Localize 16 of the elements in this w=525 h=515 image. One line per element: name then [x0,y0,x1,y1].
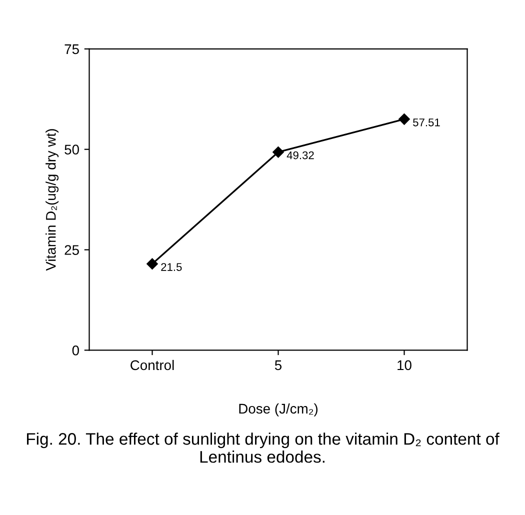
x-tick-label: 5 [274,360,282,370]
point [146,258,158,270]
data-label: 21.5 [161,263,182,271]
point [398,114,410,125]
data-label: 49.32 [286,151,314,160]
y-tick-label: 75 [64,44,79,54]
data-label: 57.51 [413,118,440,126]
x-tick-label: 10 [398,360,412,370]
y-axis-title: Vitamin D₂(ug/g dry wt) [46,129,59,271]
y-tick-label: 0 [72,346,79,356]
x-tick-label: Control [130,360,174,370]
y-tick-label: 50 [64,144,79,155]
caption: Fig. 20. The effect of sunlight drying on the vitamin D₂ content of Lentinus edodes. [27,432,500,463]
x-axis-title: Dose (J/cm₂) [239,403,318,416]
y-tick-label: 25 [64,245,79,255]
point [272,146,284,158]
